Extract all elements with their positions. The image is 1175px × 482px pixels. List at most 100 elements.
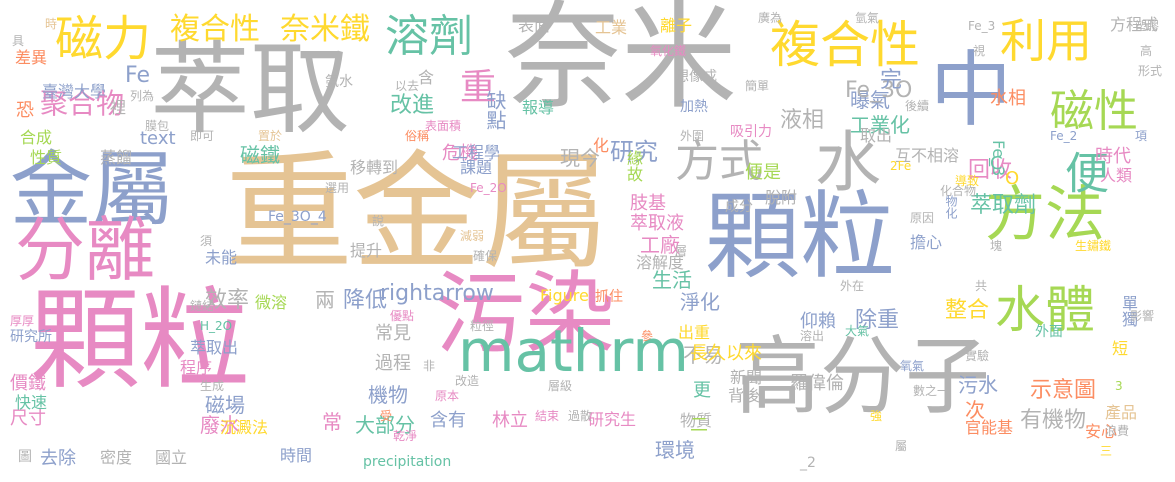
word-89: 價鐵: [10, 373, 46, 394]
word-54: 長久以來: [690, 343, 762, 364]
word-102: 更: [693, 380, 711, 401]
word-173: 物化: [944, 195, 958, 219]
word-105: 羅偉倫: [790, 373, 844, 394]
word-174: Fe_2: [1050, 129, 1078, 143]
word-47: 工廠: [640, 233, 680, 257]
word-167: 完: [880, 68, 903, 93]
word-60: 安心: [1085, 422, 1118, 441]
word-169: 原因: [910, 211, 935, 225]
word-87: 密度: [100, 448, 133, 467]
word-176: 形式: [1138, 64, 1163, 78]
word-15: 磁力: [55, 11, 152, 67]
word-188: 大氣: [845, 324, 870, 338]
word-20: 便: [1057, 150, 1108, 194]
word-76: 溶解度: [636, 253, 685, 272]
word-156: 乾淨: [393, 429, 418, 443]
word-144: 置於: [258, 129, 283, 143]
word-187: 影響: [1130, 309, 1155, 323]
word-34: Fe_3O: [845, 78, 913, 103]
word-177: 方程式: [1110, 15, 1159, 34]
word-38: 效率: [205, 288, 250, 313]
word-37: 水相: [990, 88, 1026, 109]
word-175: 項: [1135, 129, 1148, 143]
word-116: 未能: [205, 248, 238, 267]
word-121: 即可: [190, 129, 215, 143]
word-171: 化合物: [940, 184, 977, 198]
word-151: 改造: [455, 374, 480, 388]
word-143: Fe_3O_4: [268, 209, 327, 225]
word-36: rightarrow: [380, 281, 494, 306]
word-86: 去除: [40, 448, 76, 469]
word-146: Fe_2O: [470, 181, 507, 195]
word-23: 聚合物: [40, 87, 125, 120]
word-41: 臺灣大學: [42, 82, 107, 101]
word-29: 曝氣: [850, 88, 890, 112]
word-119: 國立: [155, 448, 188, 467]
word-57: 污水: [958, 373, 998, 397]
word-155: 過散: [568, 409, 593, 423]
word-88: 尺寸: [10, 408, 46, 429]
word-48: 生活: [652, 268, 692, 292]
word-5: 高分子: [735, 328, 991, 427]
word-159: 減弱: [460, 229, 485, 243]
word-25: Fe: [125, 63, 150, 88]
word-30: 液相: [780, 108, 825, 133]
word-129: 氧化鐵: [650, 44, 687, 58]
word-83: 兩: [315, 288, 335, 312]
word-179: Fe_3: [968, 19, 996, 33]
word-120: 圖: [18, 449, 32, 465]
word-45: 現今: [560, 146, 600, 170]
word-126: 工業: [595, 18, 628, 37]
word-118: precipitation: [363, 454, 452, 470]
word-73: 人類: [1100, 166, 1133, 185]
word-22: 奈米鐵: [280, 12, 370, 47]
word-6: 污染: [435, 262, 615, 367]
word-172: 導致: [955, 174, 980, 188]
word-80: 機物: [368, 383, 408, 407]
word-190: 實驗: [965, 349, 990, 363]
word-101: 二: [687, 415, 708, 433]
word-149: 生成: [200, 379, 225, 393]
word-160: 確保: [473, 249, 498, 263]
word-82: 常見: [375, 323, 411, 344]
word-98: 研究生: [588, 410, 637, 429]
word-44: 課題: [460, 158, 493, 177]
word-51: 整合: [945, 298, 990, 323]
word-19: 溶劑: [385, 11, 473, 62]
word-70: 互不相溶: [895, 146, 960, 165]
word-107: Figure: [540, 286, 589, 305]
word-130: 想像成: [675, 69, 717, 85]
word-122: 膜包: [145, 119, 170, 133]
word-148: 優點: [390, 309, 415, 323]
word-43: 工程學: [452, 143, 501, 162]
word-182: 高: [1140, 44, 1153, 58]
word-28: 萃取劑: [970, 193, 1037, 218]
word-153: 原本: [435, 389, 460, 403]
word-157: 受: [380, 409, 393, 423]
word-68: 緣故: [624, 150, 643, 182]
word-62: 短: [1109, 340, 1128, 356]
word-166: 參: [641, 329, 654, 343]
word-3: 萃取: [150, 31, 350, 148]
word-18: 磁性: [1050, 86, 1138, 137]
word-136: 俗稱: [405, 129, 430, 143]
word-2: 奈米: [505, 0, 737, 125]
word-198: 3: [1115, 379, 1123, 393]
word-196: 浪費: [1105, 424, 1130, 438]
word-92: 沉澱法: [220, 418, 269, 437]
word-138: 氨水: [325, 74, 353, 90]
word-131: 簡單: [745, 79, 770, 93]
word-50: 不易: [683, 343, 723, 367]
word-194: 屬: [895, 439, 908, 453]
word-134: 外圍: [680, 129, 705, 143]
word-168: 後續: [905, 99, 930, 113]
word-10: 方法: [985, 180, 1105, 250]
word-161: 層: [675, 244, 688, 258]
word-193: 強: [870, 409, 883, 423]
word-137: 表面積: [425, 119, 462, 133]
word-109: 性質: [30, 148, 63, 167]
word-1: 顆粒: [30, 276, 250, 404]
word-66: 肢基: [630, 193, 666, 214]
word-59: 官能基: [965, 418, 1014, 437]
